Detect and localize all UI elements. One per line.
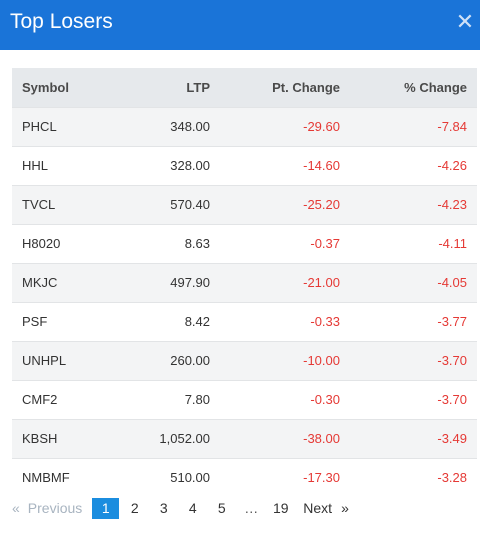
cell-pt-change: -0.37 (310, 236, 340, 251)
cell-ltp: 260.00 (170, 353, 210, 368)
cell-symbol[interactable]: NMBMF (22, 470, 70, 486)
table-row[interactable]: H8020 8.63 -0.37 -4.11 (12, 224, 477, 263)
cell-pt-change: -0.33 (310, 314, 340, 329)
losers-table-container: Symbol LTP Pt. Change % Change PHCL 348.… (12, 68, 477, 497)
cell-symbol[interactable]: TVCL (22, 197, 56, 212)
page-button-1[interactable]: 1 (92, 497, 120, 519)
cell-pct-change: -4.11 (438, 236, 467, 251)
cell-symbol[interactable]: HHL (22, 158, 49, 173)
cell-pct-change: -4.05 (437, 275, 467, 290)
cell-pct-change: -3.77 (437, 314, 467, 329)
cell-symbol[interactable]: KBSH (22, 431, 58, 446)
cell-ltp: 1,052.00 (159, 431, 210, 446)
column-header-pct-change[interactable]: % Change (404, 79, 467, 95)
cell-pt-change: -17.30 (303, 470, 340, 486)
page-button-2[interactable]: 2 (130, 499, 139, 516)
table-header-row: Symbol LTP Pt. Change % Change (12, 68, 477, 107)
cell-ltp: 328.00 (170, 158, 210, 173)
table-row[interactable]: NMBMF 510.00 -17.30 -3.28 (12, 458, 477, 497)
page-button-19[interactable]: 19 (272, 499, 289, 516)
cell-pt-change: -25.20 (303, 197, 340, 212)
column-header-ltp[interactable]: LTP (186, 79, 210, 95)
table-row[interactable]: HHL 328.00 -14.60 -4.26 (12, 146, 477, 185)
cell-pt-change: -14.60 (303, 158, 340, 173)
cell-pt-change: -29.60 (303, 119, 340, 134)
table-row[interactable]: PHCL 348.00 -29.60 -7.84 (12, 107, 477, 146)
pagination: « Previous 1 2 3 4 5 … 19 Next » (12, 497, 349, 519)
cell-pt-change: -0.30 (310, 392, 340, 407)
table-row[interactable]: UNHPL 260.00 -10.00 -3.70 (12, 341, 477, 380)
cell-ltp: 497.90 (170, 275, 210, 290)
table-row[interactable]: PSF 8.42 -0.33 -3.77 (12, 302, 477, 341)
cell-pt-change: -38.00 (303, 431, 340, 446)
modal-title: Top Losers (10, 10, 113, 33)
cell-pct-change: -3.28 (437, 470, 467, 486)
table-row[interactable]: KBSH 1,052.00 -38.00 -3.49 (12, 419, 477, 458)
cell-symbol[interactable]: MKJC (22, 275, 58, 290)
cell-pct-change: -7.84 (437, 119, 467, 134)
cell-symbol[interactable]: UNHPL (22, 353, 67, 368)
table-row[interactable]: CMF2 7.80 -0.30 -3.70 (12, 380, 477, 419)
cell-ltp: 8.63 (184, 236, 210, 251)
close-icon[interactable]: ✕ (455, 9, 475, 34)
cell-pct-change: -4.23 (437, 197, 467, 212)
cell-pt-change: -21.00 (303, 275, 340, 290)
cell-symbol[interactable]: PHCL (22, 119, 57, 134)
column-header-pt-change[interactable]: Pt. Change (272, 79, 340, 95)
modal-header: Top Losers ✕ (0, 0, 480, 50)
cell-ltp: 570.40 (170, 197, 210, 212)
cell-ltp: 348.00 (170, 119, 210, 134)
page-button-4[interactable]: 4 (188, 499, 197, 516)
losers-table: Symbol LTP Pt. Change % Change PHCL 348.… (12, 68, 477, 497)
cell-pct-change: -3.70 (437, 392, 467, 407)
column-header-symbol[interactable]: Symbol (22, 79, 69, 95)
cell-pct-change: -3.49 (437, 431, 467, 446)
cell-symbol[interactable]: CMF2 (22, 392, 58, 407)
next-arrow-icon[interactable]: » (341, 500, 349, 516)
pagination-ellipsis: … (244, 500, 259, 516)
next-button[interactable]: Next (303, 500, 333, 516)
previous-arrow-icon: « (12, 500, 20, 516)
cell-ltp: 8.42 (184, 314, 210, 329)
cell-pct-change: -4.26 (437, 158, 467, 173)
cell-ltp: 510.00 (170, 470, 210, 486)
cell-symbol[interactable]: H8020 (22, 236, 61, 251)
previous-button: Previous (27, 500, 83, 516)
page-button-3[interactable]: 3 (159, 499, 168, 516)
page-button-5[interactable]: 5 (217, 499, 226, 516)
cell-pct-change: -3.70 (437, 353, 467, 368)
cell-ltp: 7.80 (184, 392, 210, 407)
table-row[interactable]: TVCL 570.40 -25.20 -4.23 (12, 185, 477, 224)
cell-pt-change: -10.00 (303, 353, 340, 368)
cell-symbol[interactable]: PSF (22, 314, 48, 329)
table-row[interactable]: MKJC 497.90 -21.00 -4.05 (12, 263, 477, 302)
